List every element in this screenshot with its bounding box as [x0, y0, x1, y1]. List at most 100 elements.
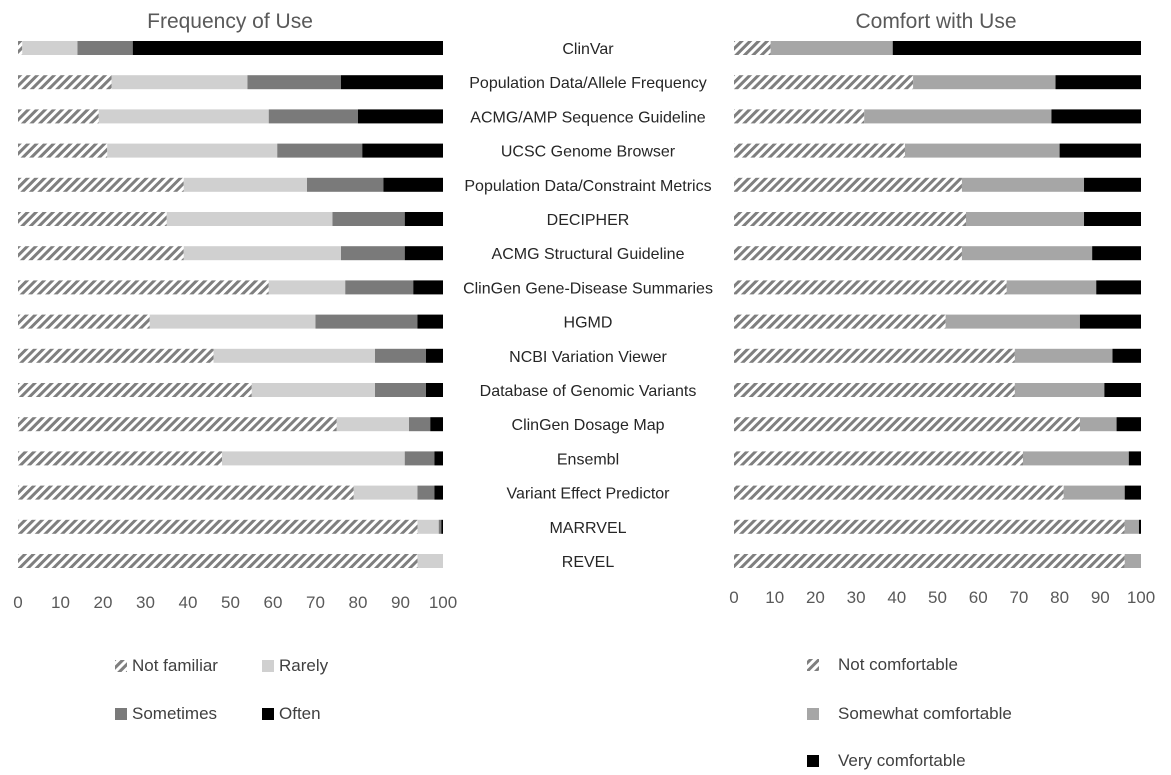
bar-segment-comfort-0-1 — [770, 41, 893, 55]
legend-label: Very comfortable — [838, 751, 966, 770]
x-tick-label: 30 — [847, 588, 866, 607]
category-label: REVEL — [562, 554, 615, 571]
bar-segment-comfort-4-1 — [961, 177, 1085, 192]
x-tick-label: 70 — [1009, 588, 1028, 607]
bar-segment-freq-6-0 — [18, 246, 184, 261]
bar-segment-freq-8-1 — [149, 314, 316, 329]
category-label: ACMG Structural Guideline — [492, 246, 685, 263]
bar-segment-comfort-12-0 — [734, 451, 1023, 466]
x-tick-label: 0 — [13, 593, 22, 612]
bar-segment-freq-3-3 — [362, 143, 443, 158]
category-label: Ensembl — [557, 451, 619, 468]
bar-segment-comfort-7-0 — [734, 280, 1007, 295]
bar-segment-comfort-14-0 — [734, 519, 1125, 534]
left-x-axis-ticks: 0 10 20 30 40 50 60 70 80 90 100 — [13, 593, 457, 612]
legend-swatch — [807, 708, 819, 720]
bar-segment-comfort-1-2 — [1055, 75, 1141, 90]
bar-segment-freq-0-3 — [132, 41, 443, 55]
bar-segment-freq-13-3 — [434, 485, 443, 500]
legend-label: Not familiar — [132, 656, 218, 675]
bar-segment-freq-8-0 — [18, 314, 150, 329]
bar-segment-freq-15-0 — [18, 554, 418, 568]
x-tick-label: 30 — [136, 593, 155, 612]
category-label: MARRVEL — [549, 520, 626, 537]
bar-segment-freq-12-2 — [404, 451, 435, 466]
bar-segment-comfort-3-2 — [1059, 143, 1141, 158]
bar-segment-comfort-6-1 — [961, 246, 1093, 261]
bar-segment-comfort-5-2 — [1084, 212, 1141, 226]
bar-segment-freq-1-3 — [341, 75, 443, 90]
bar-segment-freq-3-1 — [107, 143, 278, 158]
bar-segment-freq-5-2 — [332, 212, 405, 226]
legend-swatch — [115, 660, 127, 672]
bar-segment-comfort-14-2 — [1138, 519, 1141, 534]
bar-segment-freq-10-0 — [18, 383, 252, 397]
x-tick-label: 100 — [1127, 588, 1155, 607]
bar-segment-comfort-9-0 — [734, 348, 1015, 363]
x-tick-label: 20 — [806, 588, 825, 607]
bar-segment-freq-11-1 — [336, 417, 409, 432]
bar-segment-freq-2-0 — [18, 109, 99, 124]
category-label: Variant Effect Predictor — [506, 486, 670, 503]
bar-segment-freq-13-1 — [353, 485, 418, 500]
x-tick-label: 50 — [928, 588, 947, 607]
bar-segment-comfort-0-0 — [734, 41, 771, 55]
x-tick-label: 90 — [391, 593, 410, 612]
bar-segment-comfort-7-2 — [1096, 280, 1141, 295]
bar-segment-freq-1-1 — [111, 75, 248, 90]
bar-segment-freq-2-3 — [358, 109, 443, 124]
bar-segment-freq-13-0 — [18, 485, 354, 500]
bar-segment-freq-11-0 — [18, 417, 337, 432]
legend-swatch — [807, 659, 819, 671]
bar-segment-freq-7-3 — [413, 280, 443, 295]
bar-segment-freq-12-3 — [434, 451, 443, 466]
category-label: Population Data/Allele Frequency — [469, 75, 706, 92]
bar-segment-freq-14-1 — [417, 519, 439, 534]
bar-segment-freq-0-2 — [77, 41, 133, 55]
bar-segment-freq-1-0 — [18, 75, 112, 90]
bar-segment-comfort-8-1 — [945, 314, 1080, 329]
bar-segment-freq-10-1 — [251, 383, 375, 397]
bar-segment-comfort-5-1 — [965, 212, 1085, 226]
category-label: ClinVar — [562, 41, 614, 58]
bar-segment-comfort-1-0 — [734, 75, 914, 90]
bar-segment-comfort-10-0 — [734, 383, 1015, 397]
bar-segment-comfort-8-0 — [734, 314, 946, 329]
category-labels: ClinVar Population Data/Allele Frequency A… — [463, 41, 713, 571]
bar-segment-freq-6-3 — [404, 246, 443, 261]
bar-segment-comfort-9-1 — [1014, 348, 1113, 363]
bar-segment-freq-2-2 — [268, 109, 358, 124]
bar-segment-comfort-2-1 — [864, 109, 1052, 124]
bar-segment-comfort-2-0 — [734, 109, 865, 124]
x-tick-label: 40 — [887, 588, 906, 607]
left-chart-title: Frequency of Use — [147, 10, 313, 33]
bar-segment-freq-12-0 — [18, 451, 222, 466]
legend-swatch — [115, 708, 127, 720]
x-tick-label: 90 — [1091, 588, 1110, 607]
bar-segment-freq-5-3 — [404, 212, 443, 226]
bar-segment-comfort-13-0 — [734, 485, 1064, 500]
bar-segment-comfort-4-0 — [734, 177, 962, 192]
bar-segment-freq-9-0 — [18, 348, 214, 363]
bar-segment-freq-14-2 — [438, 519, 442, 534]
bar-segment-freq-6-1 — [183, 246, 341, 261]
bar-segment-comfort-0-2 — [892, 41, 1141, 55]
legend-label: Often — [279, 704, 321, 723]
bar-segment-freq-4-1 — [183, 177, 307, 192]
bar-segment-freq-14-3 — [441, 519, 443, 534]
bar-segment-freq-8-2 — [315, 314, 418, 329]
bar-segment-freq-10-2 — [375, 383, 426, 397]
category-label: DECIPHER — [547, 212, 630, 229]
x-tick-label: 80 — [1050, 588, 1069, 607]
category-label: NCBI Variation Viewer — [509, 349, 667, 366]
x-tick-label: 60 — [264, 593, 283, 612]
left-bars — [18, 41, 443, 568]
bar-segment-comfort-1-1 — [913, 75, 1056, 90]
bar-segment-freq-6-2 — [341, 246, 405, 261]
bar-segment-freq-13-2 — [417, 485, 435, 500]
x-tick-label: 10 — [765, 588, 784, 607]
bar-segment-freq-8-3 — [417, 314, 443, 329]
bar-segment-comfort-13-2 — [1124, 485, 1141, 500]
bar-segment-freq-0-0 — [18, 41, 23, 55]
right-chart-title: Comfort with Use — [855, 10, 1016, 33]
